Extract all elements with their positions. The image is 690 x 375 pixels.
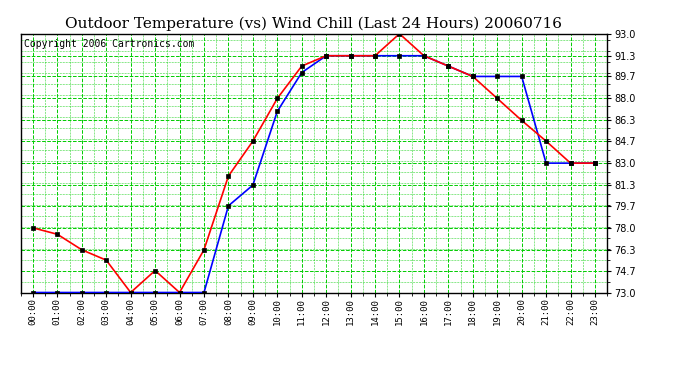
Text: Copyright 2006 Cartronics.com: Copyright 2006 Cartronics.com: [23, 39, 194, 49]
Title: Outdoor Temperature (vs) Wind Chill (Last 24 Hours) 20060716: Outdoor Temperature (vs) Wind Chill (Las…: [66, 17, 562, 31]
